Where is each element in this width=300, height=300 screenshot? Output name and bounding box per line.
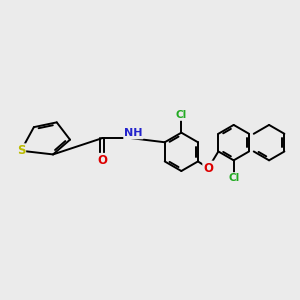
Text: O: O — [203, 162, 213, 175]
Text: S: S — [17, 144, 25, 157]
Text: Cl: Cl — [176, 110, 187, 120]
Text: Cl: Cl — [228, 173, 239, 183]
Text: O: O — [97, 154, 107, 167]
Text: NH: NH — [124, 128, 143, 138]
